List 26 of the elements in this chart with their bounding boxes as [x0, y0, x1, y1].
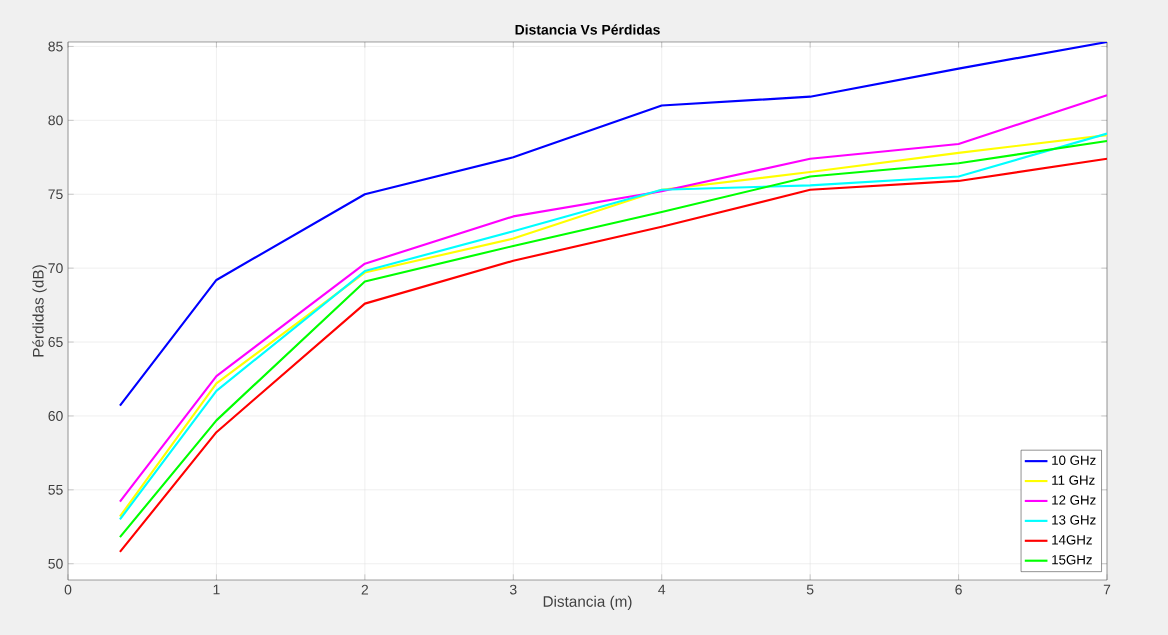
y-tick-label: 75	[48, 189, 63, 200]
x-tick-label: 3	[509, 584, 517, 595]
x-tick-label: 0	[64, 584, 72, 595]
x-tick-label: 2	[361, 584, 369, 595]
x-tick-label: 5	[806, 584, 814, 595]
legend-label: 14GHz	[1052, 535, 1092, 545]
legend-label: 11 GHz	[1052, 475, 1095, 485]
x-tick-label: 6	[955, 584, 962, 595]
y-tick-label: 85	[48, 41, 63, 52]
x-tick-label: 1	[213, 584, 220, 595]
chart-title: Distancia Vs Pérdidas	[515, 24, 660, 35]
y-tick-label: 65	[48, 337, 63, 347]
y-tick-label: 70	[48, 263, 63, 274]
y-tick-label: 55	[48, 484, 63, 495]
x-tick-label: 7	[1103, 584, 1111, 595]
y-tick-label: 50	[48, 558, 63, 569]
x-tick-label: 4	[658, 584, 666, 595]
y-tick-label: 60	[48, 411, 63, 421]
line-series	[118, 41, 1108, 407]
legend-label: 13 GHz	[1052, 515, 1096, 525]
y-tick-label: 80	[48, 115, 63, 126]
x-axis-title: Distancia (m)	[543, 595, 632, 610]
legend-label: 10 GHz	[1052, 455, 1096, 465]
legend-label: 12 GHz	[1052, 495, 1096, 505]
y-axis-title: Pérdidas (dB)	[32, 265, 47, 357]
legend-label: 15GHz	[1052, 555, 1092, 565]
